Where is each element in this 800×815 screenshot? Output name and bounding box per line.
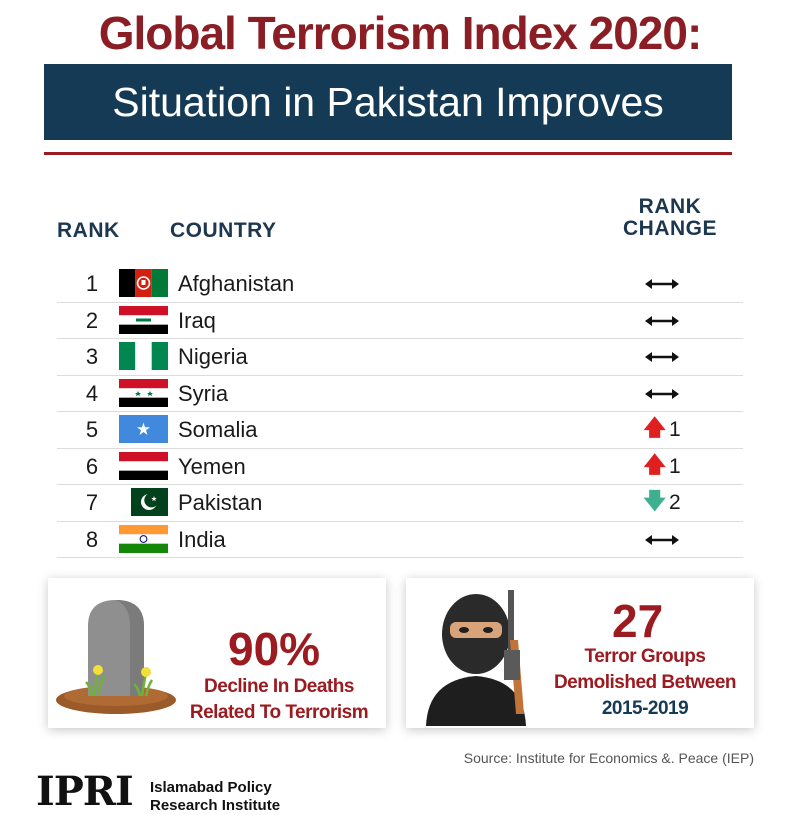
rank-number: 4 xyxy=(85,380,99,406)
no-change-arrow-icon xyxy=(645,388,679,399)
arrow-down-icon: 🡇 xyxy=(643,488,666,513)
afghanistan-flag-icon xyxy=(119,269,168,297)
header-country: COUNTRY xyxy=(170,219,277,242)
arrow-up-icon: 🡅 xyxy=(643,415,666,440)
table-row: 4 Syria xyxy=(57,376,743,412)
deaths-decline-caption: Decline In Deaths Related To Terrorism xyxy=(174,674,384,726)
header-rank: RANK xyxy=(57,219,120,242)
terror-groups-line1: Terror Groups xyxy=(584,646,706,667)
rank-number: 8 xyxy=(85,526,99,552)
page-title: Global Terrorism Index 2020: xyxy=(98,7,703,59)
rank-change-value: 1 xyxy=(668,418,681,441)
table-row: 1 Afghanistan xyxy=(57,266,743,303)
rank-change-value: 2 xyxy=(668,491,681,514)
country-name: India xyxy=(178,526,226,552)
terror-groups-line3: 2015-2019 xyxy=(601,698,689,719)
table-row: 7 Pakistan 🡇 2 xyxy=(57,485,743,522)
no-change-arrow-icon xyxy=(645,534,679,545)
iraq-flag-icon xyxy=(119,305,168,334)
india-flag-icon xyxy=(119,524,168,553)
militant-icon xyxy=(426,590,526,726)
rank-change: 🡅 1 xyxy=(617,415,707,444)
rank-change xyxy=(617,526,707,554)
no-change-arrow-icon xyxy=(645,315,679,326)
header-rank-change-line1: RANK xyxy=(638,195,702,218)
ranking-table: 1 Afghanistan 2 Iraq 3 Nigeria 4 xyxy=(57,266,743,558)
terror-groups-line2: Demolished Between xyxy=(553,672,737,693)
rank-change xyxy=(617,343,707,371)
country-name: Syria xyxy=(178,380,229,406)
rank-number: 5 xyxy=(85,417,99,442)
country-name: Somalia xyxy=(178,417,258,442)
title-divider xyxy=(44,152,732,155)
rank-change: 🡇 2 xyxy=(617,488,707,517)
deaths-decline-value: 90% xyxy=(228,623,321,675)
rank-change: 🡅 1 xyxy=(617,452,707,481)
country-name: Afghanistan xyxy=(178,271,295,296)
country-name: Iraq xyxy=(178,307,216,333)
table-row: 3 Nigeria xyxy=(57,339,743,376)
logo-line1: Islamabad Policy xyxy=(150,779,272,796)
rank-number: 3 xyxy=(85,344,99,369)
rank-change xyxy=(617,380,707,408)
deaths-decline-line1: Decline In Deaths xyxy=(204,676,354,697)
ipri-logo: IPRI xyxy=(36,768,134,815)
no-change-arrow-icon xyxy=(645,279,679,289)
country-name: Nigeria xyxy=(178,344,248,369)
terror-groups-card: 27 Terror Groups Demolished Between 2015… xyxy=(406,578,754,728)
table-row: 2 Iraq xyxy=(57,303,743,339)
source-note: Source: Institute for Economics &. Peace… xyxy=(463,750,754,766)
table-row: 6 Yemen 🡅 1 xyxy=(57,449,743,485)
gravestone-icon xyxy=(56,600,176,714)
arrow-up-icon: 🡅 xyxy=(643,451,666,477)
syria-flag-icon xyxy=(119,378,168,407)
table-row: 8 India xyxy=(57,522,743,558)
rank-number: 2 xyxy=(85,307,99,333)
terror-groups-value: 27 xyxy=(612,595,664,647)
table-row: 5 Somalia 🡅 1 xyxy=(57,412,743,449)
deaths-decline-line2: Related To Terrorism xyxy=(189,702,369,723)
subtitle-text: Situation in Pakistan Improves xyxy=(112,78,664,125)
somalia-flag-icon xyxy=(119,415,168,443)
header-rank-change-line2: CHANGE xyxy=(622,217,717,240)
deaths-decline-card: 90% Decline In Deaths Related To Terrori… xyxy=(48,578,386,728)
subtitle-banner: Situation in Pakistan Improves xyxy=(44,64,732,140)
rank-change xyxy=(617,270,707,298)
yemen-flag-icon xyxy=(119,451,168,480)
country-name: Pakistan xyxy=(178,490,263,515)
terror-groups-caption: Terror Groups Demolished Between 2015-20… xyxy=(540,644,750,722)
rank-number: 1 xyxy=(85,271,99,296)
header-rank-change: RANK CHANGE xyxy=(600,196,740,240)
rank-change-value: 1 xyxy=(668,454,681,478)
country-name: Yemen xyxy=(178,453,246,479)
pakistan-flag-icon xyxy=(119,488,168,516)
no-change-arrow-icon xyxy=(645,352,679,362)
nigeria-flag-icon xyxy=(119,342,168,370)
rank-number: 7 xyxy=(85,490,99,515)
rank-number: 6 xyxy=(85,453,99,479)
ipri-logo-text: Islamabad Policy Research Institute xyxy=(150,779,280,815)
rank-change xyxy=(617,307,707,335)
